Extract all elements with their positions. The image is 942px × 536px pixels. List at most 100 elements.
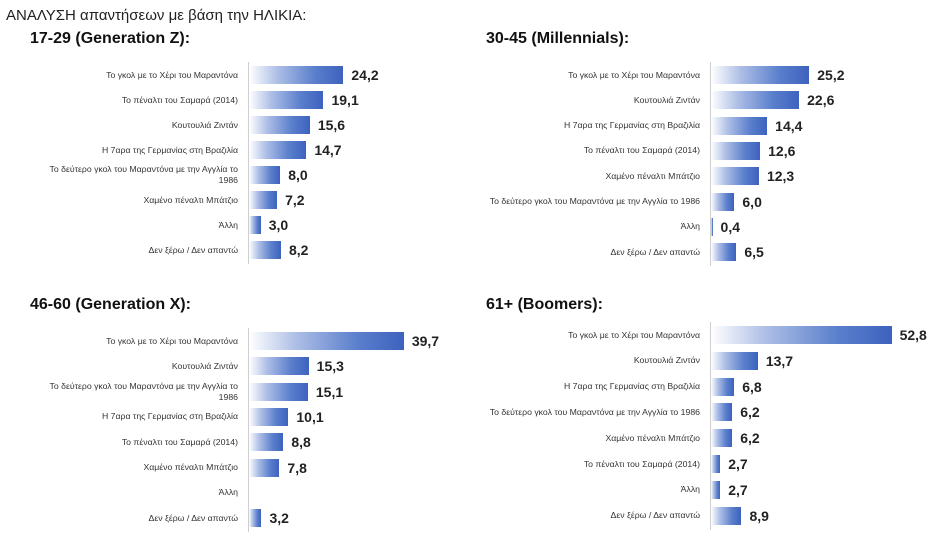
data-bar — [711, 455, 721, 473]
data-bar — [249, 216, 261, 234]
data-label: 8,9 — [749, 507, 769, 524]
data-bar — [711, 429, 733, 448]
chart-panel: 46-60 (Generation X): Το γκολ με το Χέρι … — [30, 296, 480, 536]
data-bar — [711, 506, 742, 525]
category-label: Το δεύτερο γκολ του Μαραντόνα με την Αγγ… — [489, 196, 700, 206]
data-label: 3,0 — [268, 217, 289, 233]
data-label: 12,3 — [766, 168, 795, 185]
data-label: 14,7 — [314, 142, 342, 158]
chart-panel: 30-45 (Millennials): Το γκολ με το Χέρι τ… — [486, 30, 936, 270]
data-label: 15,3 — [316, 358, 344, 375]
category-label: Κουτουλιά Ζιντάν — [633, 355, 700, 366]
data-bar — [711, 141, 761, 160]
category-label: Χαμένο πέναλτι Μπάτζιο — [605, 170, 700, 181]
category-label: Το γκολ με το Χέρι του Μαραντόνα — [106, 69, 238, 80]
data-bar — [711, 217, 713, 236]
data-bar — [249, 382, 308, 401]
category-axis — [248, 62, 249, 264]
data-bar — [249, 141, 307, 159]
data-label: 12,6 — [768, 142, 796, 159]
data-bar — [249, 241, 281, 259]
category-label: Το δεύτερο γκολ του Μαραντόνα με την Αγγ… — [49, 164, 238, 185]
data-bar — [711, 116, 768, 135]
data-bar — [711, 66, 810, 84]
data-label: 24,2 — [351, 67, 379, 83]
category-label: Κουτουλιά Ζιντάν — [171, 119, 238, 130]
data-label: 22,6 — [807, 92, 835, 109]
data-bar — [249, 91, 324, 109]
category-label: Η 7αρα της Γερμανίας στη Βραζιλία — [563, 381, 700, 392]
data-label: 6,0 — [742, 193, 762, 210]
category-label: Το πέναλτι του Σαμαρά (2014) — [583, 145, 700, 156]
data-bar — [711, 326, 892, 344]
category-label: Το δεύτερο γκολ του Μαραντόνα με την Αγγ… — [489, 406, 700, 417]
category-label: Δεν ξέρω / Δεν απαντώ — [610, 510, 700, 521]
data-bar — [249, 166, 281, 184]
data-bar — [249, 332, 404, 350]
chart-title: 46-60 (Generation X): — [30, 296, 191, 313]
chart-title: 61+ (Boomers): — [486, 296, 603, 313]
chart-title: 30-45 (Millennials): — [486, 30, 630, 47]
category-label: Το γκολ με το Χέρι του Μαραντόνα — [568, 329, 700, 340]
category-label: Κουτουλιά Ζιντάν — [633, 94, 700, 105]
data-bar — [711, 351, 758, 370]
data-label: 6,2 — [740, 430, 760, 447]
category-label: Το δεύτερο γκολ του Μαραντόνα με την Αγγ… — [49, 380, 238, 402]
data-bar — [711, 91, 800, 110]
data-label: 8,8 — [291, 434, 311, 451]
data-label: 15,6 — [317, 117, 346, 133]
category-axis — [248, 328, 249, 533]
data-label: 10,1 — [296, 408, 324, 425]
category-label: Άλλη — [680, 484, 700, 495]
data-label: 39,7 — [411, 333, 440, 349]
data-label: 52,8 — [899, 327, 927, 343]
data-label: 25,2 — [817, 67, 845, 83]
data-bar — [249, 433, 284, 452]
data-label: 0,4 — [720, 218, 741, 235]
data-label: 2,7 — [728, 481, 748, 498]
category-label: Άλλη — [218, 219, 238, 230]
chart-panel: 61+ (Boomers): Το γκολ με το Χέρι του Μαρ… — [486, 296, 936, 536]
data-bar — [249, 191, 278, 209]
category-label: Η 7αρα της Γερμανίας στη Βραζιλία — [101, 411, 238, 422]
category-label: Χαμένο πέναλτι Μπάτζιο — [143, 194, 238, 205]
category-label: Χαμένο πέναλτι Μπάτζιο — [143, 462, 238, 472]
data-bar — [711, 377, 735, 396]
category-label: Η 7αρα της Γερμανίας στη Βραζιλία — [101, 144, 238, 155]
category-label: Το πέναλτι του Σαμαρά (2014) — [583, 458, 700, 469]
data-label: 13,7 — [765, 352, 794, 369]
data-label: 6,2 — [740, 404, 760, 421]
data-label: 2,7 — [728, 456, 748, 472]
category-axis — [710, 62, 711, 267]
data-bar — [711, 480, 721, 499]
data-bar — [249, 407, 289, 426]
category-label: Το πέναλτι του Σαμαρά (2014) — [121, 94, 238, 105]
data-label: 7,2 — [285, 192, 305, 208]
data-label: 6,8 — [742, 378, 762, 395]
data-label: 15,1 — [315, 383, 344, 400]
category-axis — [710, 322, 711, 531]
category-label: Άλλη — [680, 221, 700, 232]
category-label: Το γκολ με το Χέρι του Μαραντόνα — [106, 335, 238, 346]
data-label: 8,0 — [288, 167, 308, 183]
data-bar — [711, 403, 733, 422]
chart-panel: 17-29 (Generation Z): Το γκολ με το Χέρι … — [30, 30, 480, 270]
category-label: Δεν ξέρω / Δεν απαντώ — [148, 512, 238, 523]
data-bar — [711, 192, 735, 211]
category-label: Κουτουλιά Ζιντάν — [171, 360, 238, 371]
data-bar — [711, 167, 759, 186]
data-label: 3,2 — [269, 510, 289, 527]
data-label: 14,4 — [775, 117, 803, 134]
data-bar — [249, 357, 309, 376]
data-bar — [249, 458, 280, 477]
data-bar — [711, 243, 737, 262]
data-bar — [249, 509, 262, 528]
category-label: Άλλη — [218, 487, 238, 498]
category-label: Δεν ξέρω / Δεν απαντώ — [610, 246, 700, 257]
data-bar — [249, 116, 310, 134]
category-label: Χαμένο πέναλτι Μπάτζιο — [605, 432, 700, 443]
data-label: 7,8 — [287, 459, 307, 476]
page-heading: ΑΝΑΛΥΣΗ απαντήσεων με βάση την ΗΛΙΚΙΑ: — [6, 7, 307, 24]
category-label: Το πέναλτι του Σαμαρά (2014) — [121, 436, 238, 447]
data-label: 8,2 — [288, 242, 309, 258]
